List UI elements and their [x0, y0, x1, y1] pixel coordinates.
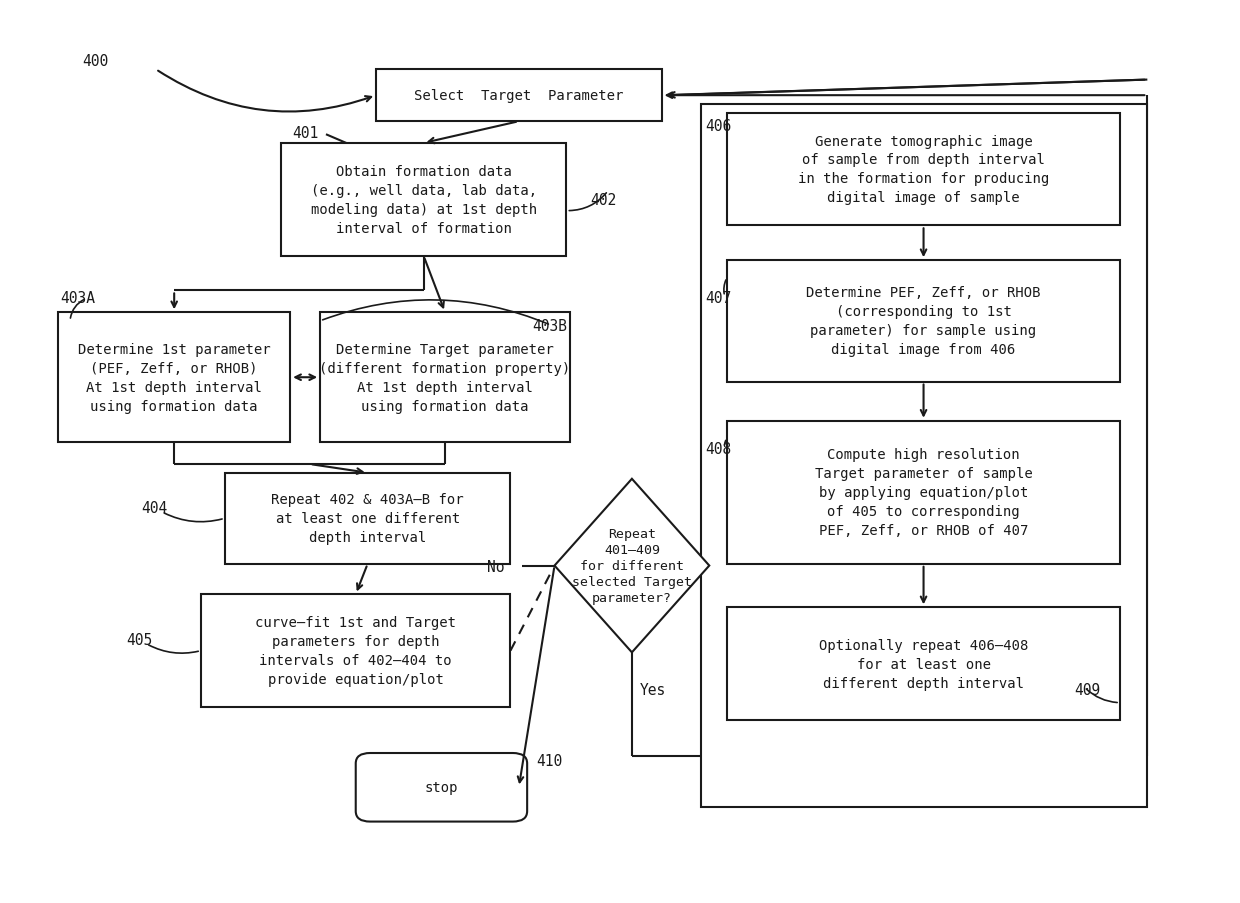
- Text: Yes: Yes: [640, 683, 666, 697]
- FancyBboxPatch shape: [280, 144, 567, 256]
- Text: Repeat 402 & 403A–B for
at least one different
depth interval: Repeat 402 & 403A–B for at least one dif…: [272, 493, 464, 545]
- Text: Determine Target parameter
(different formation property)
At 1st depth interval
: Determine Target parameter (different fo…: [320, 342, 570, 414]
- Text: 400: 400: [82, 54, 108, 69]
- Polygon shape: [554, 479, 709, 653]
- Text: 401: 401: [293, 126, 319, 141]
- Text: Repeat
401–409
for different
selected Target
parameter?: Repeat 401–409 for different selected Ta…: [572, 527, 692, 604]
- Text: 406: 406: [706, 119, 732, 134]
- Text: Determine PEF, Zeff, or RHOB
(corresponding to 1st
parameter) for sample using
d: Determine PEF, Zeff, or RHOB (correspond…: [806, 286, 1040, 357]
- FancyBboxPatch shape: [727, 421, 1120, 564]
- Text: 403B: 403B: [532, 318, 567, 333]
- Text: 410: 410: [537, 753, 563, 768]
- FancyBboxPatch shape: [224, 473, 511, 564]
- Text: 403A: 403A: [61, 291, 95, 305]
- FancyBboxPatch shape: [356, 753, 527, 822]
- Text: 405: 405: [126, 632, 153, 647]
- Text: Optionally repeat 406–408
for at least one
different depth interval: Optionally repeat 406–408 for at least o…: [818, 638, 1028, 690]
- Text: 404: 404: [141, 500, 167, 516]
- FancyBboxPatch shape: [58, 312, 290, 442]
- Text: 409: 409: [1075, 683, 1101, 697]
- FancyBboxPatch shape: [201, 594, 511, 707]
- Text: 408: 408: [706, 442, 732, 456]
- Text: Determine 1st parameter
(PEF, Zeff, or RHOB)
At 1st depth interval
using formati: Determine 1st parameter (PEF, Zeff, or R…: [78, 342, 270, 414]
- Text: stop: stop: [424, 780, 459, 795]
- Text: Select  Target  Parameter: Select Target Parameter: [414, 89, 624, 103]
- FancyBboxPatch shape: [376, 70, 662, 122]
- FancyBboxPatch shape: [727, 608, 1120, 721]
- Text: Compute high resolution
Target parameter of sample
by applying equation/plot
of : Compute high resolution Target parameter…: [815, 448, 1033, 537]
- FancyBboxPatch shape: [701, 105, 1147, 807]
- Text: 407: 407: [706, 291, 732, 305]
- Text: curve–fit 1st and Target
parameters for depth
intervals of 402–404 to
provide eq: curve–fit 1st and Target parameters for …: [255, 616, 456, 686]
- FancyBboxPatch shape: [320, 312, 570, 442]
- Text: Obtain formation data
(e.g., well data, lab data,
modeling data) at 1st depth
in: Obtain formation data (e.g., well data, …: [310, 164, 537, 236]
- Text: 402: 402: [590, 192, 616, 208]
- Text: No: No: [486, 559, 505, 574]
- FancyBboxPatch shape: [727, 261, 1120, 382]
- Text: Generate tomographic image
of sample from depth interval
in the formation for pr: Generate tomographic image of sample fro…: [797, 135, 1049, 205]
- FancyBboxPatch shape: [727, 114, 1120, 226]
